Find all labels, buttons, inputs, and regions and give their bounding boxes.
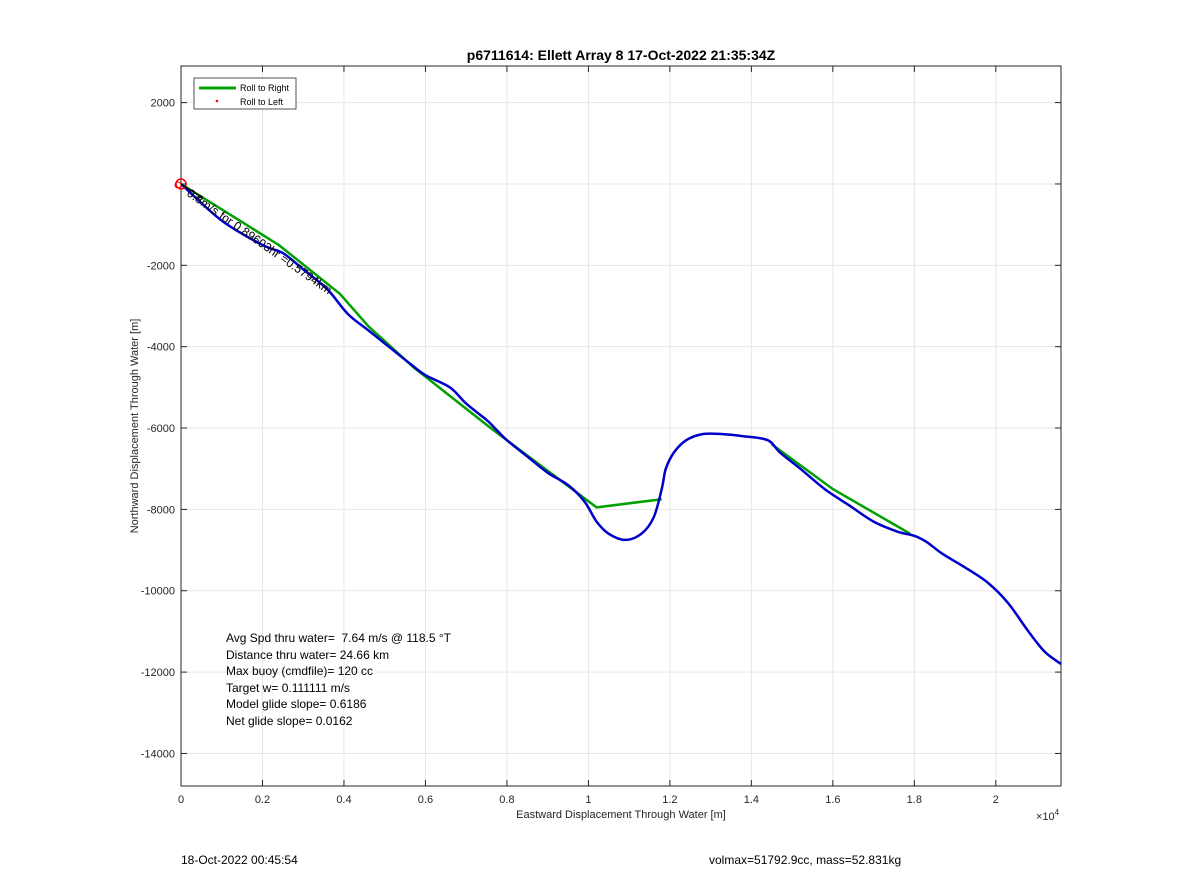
stat-net-glide: Net glide slope= 0.0162: [226, 714, 353, 728]
plot-area-frame: [180, 65, 1062, 787]
y-tick-label: -10000: [141, 586, 175, 598]
x-tick-label: 0.6: [418, 794, 433, 806]
legend-roll-right-label: Roll to Right: [240, 83, 290, 93]
y-tick-label: -12000: [141, 667, 175, 679]
y-tick-label: -14000: [141, 748, 175, 760]
stat-max-buoy: Max buoy (cmdfile)= 120 cc: [226, 664, 373, 678]
x-tick-label: 0.8: [499, 794, 514, 806]
stat-model-glide: Model glide slope= 0.6186: [226, 697, 367, 711]
current-arrow: [180, 183, 204, 199]
x-tick-label: 1.6: [825, 794, 840, 806]
x-tick-label: 0.2: [255, 794, 270, 806]
x-tick-label: 1: [585, 794, 591, 806]
stat-distance: Distance thru water= 24.66 km: [226, 648, 389, 662]
start-marker-inner: [174, 181, 182, 189]
y-tick-label: 2000: [151, 98, 175, 110]
chart-title: p6711614: Ellett Array 8 17-Oct-2022 21:…: [467, 47, 776, 63]
data-series: [180, 182, 1062, 666]
x-axis-exponent-base: ×10: [1036, 811, 1055, 823]
legend-roll-left-swatch: [215, 99, 219, 103]
x-tick-label: 1.4: [744, 794, 759, 806]
stat-target-w: Target w= 0.111111 m/s: [226, 681, 350, 695]
chart-marks: [174, 178, 204, 199]
current-arrow-head: [195, 196, 204, 199]
legend: Roll to Right Roll to Left: [193, 77, 297, 110]
stat-avg-speed: Avg Spd thru water= 7.64 m/s @ 118.5 °T: [226, 631, 452, 645]
legend-box: [193, 77, 297, 110]
track-line-green: [770, 443, 911, 535]
y-tick-label: -6000: [147, 423, 175, 435]
x-tick-label: 1.8: [907, 794, 922, 806]
grid-lines: [180, 66, 1061, 786]
x-tick-label: 2: [993, 794, 999, 806]
x-axis-exponent: ×104: [1036, 808, 1060, 823]
footer-vol-mass: volmax=51792.9cc, mass=52.831kg: [709, 853, 901, 867]
footer-date: 18-Oct-2022 00:45:54: [181, 853, 298, 867]
axis-ticks: 0 0.2 0.4 0.6 0.8 1 1.2 1.4 1.6 1.8 2 2000 -2000 -400…: [141, 66, 1061, 806]
stats-block: Avg Spd thru water= 7.64 m/s @ 118.5 °T …: [226, 631, 452, 728]
track-line-blue: [180, 183, 1062, 666]
start-marker: [175, 178, 187, 190]
y-axis-label: Northward Displacement Through Water [m]: [129, 319, 141, 534]
y-tick-label: -2000: [147, 260, 175, 272]
x-tick-label: 1.2: [662, 794, 677, 806]
legend-roll-left-label: Roll to Left: [240, 97, 284, 107]
y-tick-label: -4000: [147, 342, 175, 354]
x-tick-label: 0: [178, 794, 184, 806]
y-tick-label: -8000: [147, 504, 175, 516]
x-tick-label: 0.4: [336, 794, 351, 806]
x-axis-label: Eastward Displacement Through Water [m]: [516, 809, 726, 821]
x-axis-exponent-power: 4: [1055, 808, 1060, 817]
